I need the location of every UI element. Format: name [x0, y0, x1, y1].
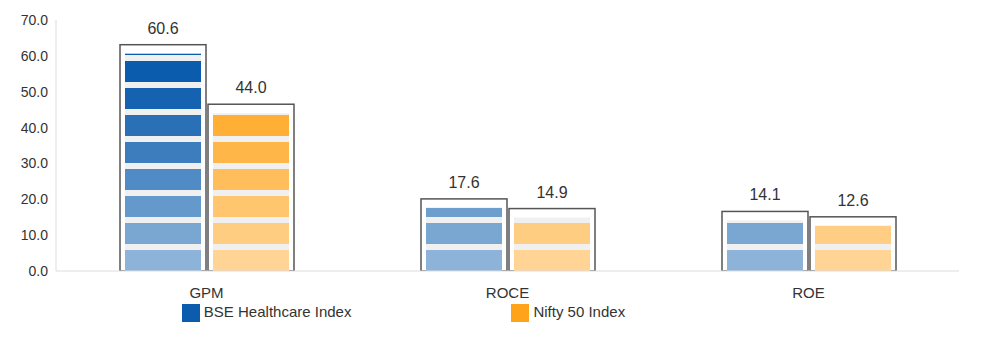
svg-text:14.1: 14.1	[749, 186, 780, 203]
svg-text:20.0: 20.0	[21, 191, 48, 207]
svg-text:17.6: 17.6	[448, 174, 479, 191]
svg-text:60.0: 60.0	[21, 48, 48, 64]
svg-text:ROE: ROE	[792, 284, 825, 301]
svg-text:ROCE: ROCE	[486, 284, 529, 301]
svg-text:14.9: 14.9	[536, 184, 567, 201]
svg-text:0.0: 0.0	[29, 263, 49, 279]
svg-text:10.0: 10.0	[21, 227, 48, 243]
html-text:BSE Healthcare Index: BSE Healthcare Index	[203, 303, 352, 320]
svg-text:70.0: 70.0	[21, 12, 48, 28]
svg-text:30.0: 30.0	[21, 155, 48, 171]
svg-text:12.6: 12.6	[837, 192, 868, 209]
svg-text:GPM: GPM	[189, 284, 223, 301]
svg-text:50.0: 50.0	[21, 84, 48, 100]
svg-text:44.0: 44.0	[235, 79, 266, 96]
html-text:Nifty 50 Index: Nifty 50 Index	[533, 303, 626, 320]
svg-text:60.6: 60.6	[147, 20, 178, 37]
svg-text:40.0: 40.0	[21, 120, 48, 136]
